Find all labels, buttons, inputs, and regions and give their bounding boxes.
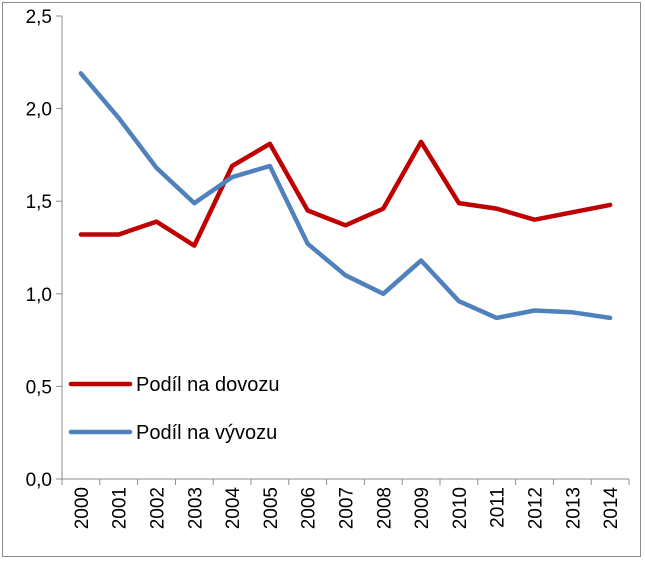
y-tick-label: 1,5: [26, 192, 52, 213]
series-lines: [78, 71, 613, 321]
x-tick-label: 2007: [337, 487, 358, 529]
y-tick-label: 2,0: [26, 100, 52, 121]
x-tick-label: 2004: [223, 487, 244, 530]
x-tick-label: 2013: [563, 487, 584, 529]
x-tick-label: 2009: [412, 487, 433, 529]
x-axis-ticks: 2000 2001 2002 2003 2004 2005 2006 2007 2008 2009…: [61, 479, 630, 530]
y-tick-label: 2,5: [26, 7, 52, 28]
x-tick-label: 2005: [261, 487, 282, 529]
series-line-2: [78, 71, 613, 321]
x-tick-label: 2008: [374, 487, 395, 529]
legend-label-2: Podíl na vývozu: [136, 422, 277, 444]
y-tick-label: 1,0: [26, 285, 52, 306]
x-tick-label: 2001: [110, 487, 131, 529]
x-tick-label: 2012: [526, 487, 547, 529]
x-tick-label: 2010: [450, 487, 471, 529]
legend: Podíl na dovozu Podíl na vývozu: [68, 374, 279, 444]
x-tick-label: 2000: [72, 487, 93, 529]
x-tick-label: 2006: [299, 487, 320, 529]
y-tick-label: 0,0: [26, 470, 52, 491]
x-tick-label: 2011: [488, 487, 509, 528]
axes: [61, 16, 629, 480]
legend-label-1: Podíl na dovozu: [136, 374, 279, 396]
x-tick-label: 2002: [148, 487, 169, 529]
x-tick-label: 2014: [601, 487, 622, 530]
y-axis-ticks: 0,0 0,5 1,0 1,5 2,0 2,5: [26, 7, 62, 491]
series-line-1: [78, 139, 613, 248]
x-tick-label: 2003: [185, 487, 206, 529]
y-tick-label: 0,5: [26, 377, 52, 398]
